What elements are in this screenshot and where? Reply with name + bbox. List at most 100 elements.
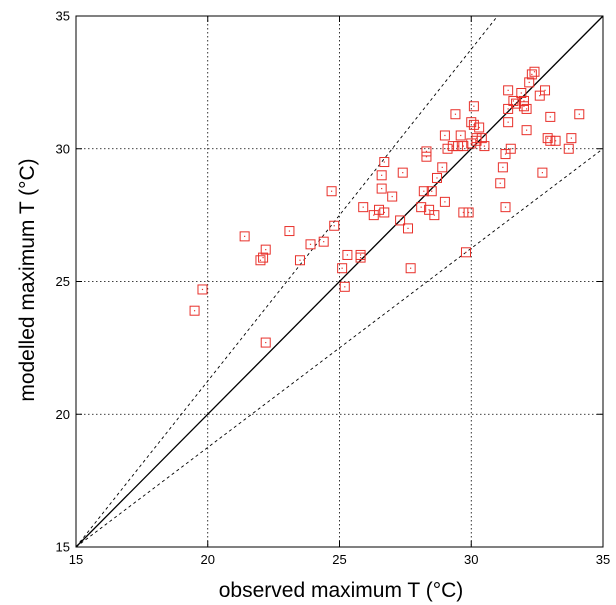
data-point <box>500 149 511 160</box>
data-point <box>466 138 477 149</box>
data-point <box>337 263 348 274</box>
data-point <box>521 103 532 114</box>
data-point <box>511 98 522 109</box>
data-point <box>495 178 506 189</box>
data-point <box>442 143 453 154</box>
data-point <box>550 135 561 146</box>
data-point <box>439 130 450 141</box>
y-tick-label: 20 <box>56 407 70 422</box>
reference-lines <box>75 15 604 548</box>
y-axis-title: modelled maximum T (°C) <box>16 158 39 401</box>
data-point <box>260 337 271 348</box>
data-point <box>418 186 429 197</box>
x-tick-label: 30 <box>464 552 478 567</box>
one-to-one-line <box>75 15 604 548</box>
data-point <box>534 90 545 101</box>
dashed-bound-line <box>75 148 604 548</box>
data-point <box>376 170 387 181</box>
data-point <box>458 207 469 218</box>
dashed-bound-line <box>75 15 498 548</box>
data-point <box>516 87 527 98</box>
data-point <box>424 204 435 215</box>
data-point <box>260 244 271 255</box>
data-point <box>574 109 585 120</box>
data-point <box>397 167 408 178</box>
x-tick-label: 15 <box>69 552 83 567</box>
data-point <box>542 133 553 144</box>
data-point <box>255 255 266 266</box>
data-point <box>284 226 295 237</box>
data-point <box>318 236 329 247</box>
data-point <box>305 239 316 250</box>
data-point <box>403 223 414 234</box>
data-point <box>431 172 442 183</box>
data-point <box>429 210 440 221</box>
data-point <box>197 284 208 295</box>
data-point <box>374 204 385 215</box>
data-point <box>189 305 200 316</box>
data-point <box>426 186 437 197</box>
data-point <box>355 252 366 263</box>
data-points <box>189 66 585 348</box>
data-point <box>416 202 427 213</box>
data-point <box>466 117 477 128</box>
data-point <box>379 207 390 218</box>
y-tick-label: 15 <box>56 540 70 555</box>
data-point <box>563 143 574 154</box>
data-point <box>437 162 448 173</box>
data-point <box>503 85 514 96</box>
data-point <box>518 95 529 106</box>
data-point <box>468 101 479 112</box>
data-point <box>460 247 471 258</box>
data-point <box>239 231 250 242</box>
data-point <box>529 66 540 77</box>
data-point <box>455 130 466 141</box>
data-point <box>479 141 490 152</box>
data-point <box>518 101 529 112</box>
y-tick-label: 25 <box>56 274 70 289</box>
x-axis-title: observed maximum T (°C) <box>219 579 464 602</box>
data-point <box>376 183 387 194</box>
data-point <box>463 207 474 218</box>
data-point <box>379 157 390 168</box>
data-point <box>545 135 556 146</box>
data-point <box>358 202 369 213</box>
data-point <box>505 143 516 154</box>
data-point <box>421 151 432 162</box>
data-point <box>339 281 350 292</box>
data-point <box>258 252 269 263</box>
data-point <box>497 162 508 173</box>
data-point <box>508 95 519 106</box>
data-point <box>453 141 464 152</box>
data-point <box>540 85 551 96</box>
data-point <box>329 220 340 231</box>
y-tick-label: 30 <box>56 141 70 156</box>
data-point <box>458 141 469 152</box>
data-point <box>503 103 514 114</box>
data-point <box>447 141 458 152</box>
data-point <box>395 215 406 226</box>
data-point <box>405 263 416 274</box>
y-tick-label: 35 <box>56 9 70 24</box>
data-point <box>500 202 511 213</box>
data-point <box>439 196 450 207</box>
x-tick-label: 20 <box>201 552 215 567</box>
data-point <box>468 119 479 130</box>
data-point <box>524 77 535 88</box>
data-point <box>521 125 532 136</box>
data-point <box>421 146 432 157</box>
data-point <box>526 69 537 80</box>
x-tick-label: 35 <box>596 552 610 567</box>
axis-ticks: 15 20 25 30 35 15 20 25 30 35 <box>56 9 611 568</box>
data-point <box>450 109 461 120</box>
data-point <box>503 117 514 128</box>
data-point <box>471 133 482 144</box>
data-point <box>476 133 487 144</box>
data-point <box>566 133 577 144</box>
data-point <box>326 186 337 197</box>
x-tick-label: 25 <box>332 552 346 567</box>
data-point <box>537 167 548 178</box>
data-point <box>368 210 379 221</box>
data-point <box>294 255 305 266</box>
